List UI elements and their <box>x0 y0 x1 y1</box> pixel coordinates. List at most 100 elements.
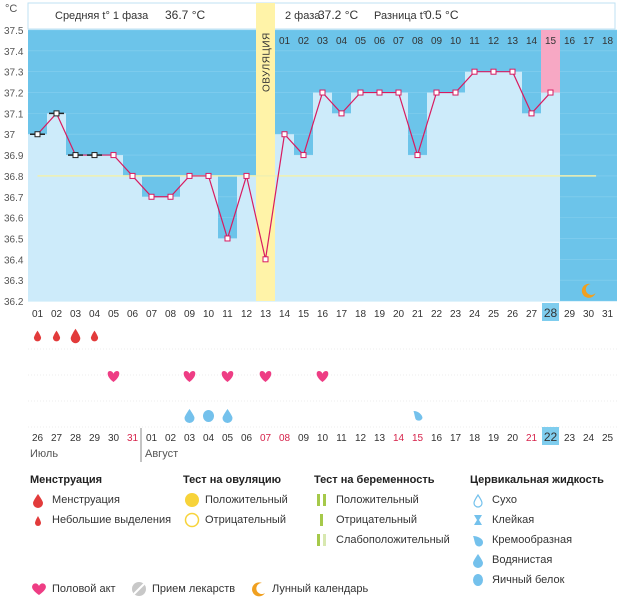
temperature-point <box>129 172 136 179</box>
phase2-value: 37.2 °C <box>318 8 358 22</box>
bbt-chart: °C 37.5 37.4 37.3 37.2 37.1 37 36.9 36.8 36.7 36.… <box>4 2 617 462</box>
calendar-date-label: 31 <box>127 433 139 444</box>
legend-pregnancy-weak: Слабоположительный <box>314 530 450 550</box>
temperature-point <box>148 193 155 200</box>
calendar-date-label: 22 <box>544 430 558 444</box>
temperature-bar <box>294 155 313 301</box>
calendar-date-label: 19 <box>488 433 500 444</box>
temperature-bar <box>275 134 294 301</box>
calendar-date-label: 20 <box>507 433 519 444</box>
y-tick-label: 37 <box>4 130 16 141</box>
y-tick-label: 37.5 <box>4 26 24 37</box>
y-axis-ticks: 37.5 37.4 37.3 37.2 37.1 37 36.9 36.8 36.7 36.6 36… <box>4 26 24 308</box>
temperature-point <box>91 152 98 159</box>
cycle-day-label: 25 <box>488 309 500 320</box>
legend: Менструация Менструация Небольшие выделе… <box>0 470 626 597</box>
cycle-day-label: 10 <box>203 309 215 320</box>
y-tick-label: 37.3 <box>4 68 24 79</box>
phase2-day-label: 11 <box>469 36 480 47</box>
temperature-bar <box>370 92 389 302</box>
phase2-day-label: 06 <box>374 36 386 47</box>
calendar-date-label: 26 <box>32 433 44 444</box>
legend-pregnancy-test: Тест на беременность Положительный Отриц… <box>314 470 450 550</box>
legend-spotting-label: Небольшие выделения <box>52 514 172 526</box>
legend-pregnancy-negative-label: Отрицательный <box>336 514 417 526</box>
legend-fluid-sticky-label: Клейкая <box>492 514 535 526</box>
temperature-bar <box>484 71 503 301</box>
cycle-day-label: 02 <box>51 309 63 320</box>
temperature-bar <box>218 238 237 301</box>
y-tick-label: 36.4 <box>4 255 24 266</box>
phase1-label: Средняя t° 1 фаза <box>55 10 149 22</box>
temperature-point <box>34 131 41 138</box>
calendar-date-label: 13 <box>374 433 386 444</box>
moon-icon <box>250 581 272 597</box>
menstruation-drop-icon <box>33 330 42 342</box>
heart-icon <box>183 371 196 382</box>
temperature-point <box>414 152 421 159</box>
legend-fluid-sticky: Клейкая <box>470 510 604 530</box>
temperature-bar <box>47 113 66 301</box>
temperature-bar <box>180 175 199 301</box>
temperature-point <box>471 68 478 75</box>
calendar-date-row: 26 27 28 29 30 31 01 02 03 04 05 06 07 08 09 10 11 12 13 14… <box>32 427 613 445</box>
phase1-value: 36.7 °C <box>165 8 205 22</box>
y-tick-label: 37.1 <box>4 109 24 120</box>
menstruation-drop-icon <box>52 330 61 342</box>
temperature-bar <box>427 92 446 302</box>
heart-icon <box>316 371 329 382</box>
temperature-point <box>528 110 535 117</box>
calendar-date-label: 06 <box>241 433 253 444</box>
calendar-date-label: 07 <box>260 433 272 444</box>
temperature-bar <box>237 175 256 301</box>
cycle-day-label: 27 <box>526 309 538 320</box>
eggwhite-icon <box>470 572 492 588</box>
calendar-date-label: 24 <box>583 433 595 444</box>
temperature-bar <box>28 134 47 301</box>
temperature-bar <box>465 71 484 301</box>
phase2-day-label: 04 <box>336 36 348 47</box>
y-axis-unit: °C <box>5 3 17 15</box>
legend-fluid-eggwhite: Яичный белок <box>470 570 604 590</box>
calendar-date-label: 17 <box>450 433 462 444</box>
phase2-day-label: 13 <box>507 36 519 47</box>
calendar-date-label: 29 <box>89 433 101 444</box>
phase2-day-label: 07 <box>393 36 405 47</box>
legend-fluid-dry: Сухо <box>470 490 604 510</box>
cycle-day-label: 11 <box>222 309 233 320</box>
cycle-day-label: 24 <box>469 309 481 320</box>
legend-pregnancy-positive: Положительный <box>314 490 450 510</box>
cycle-day-label: 19 <box>374 309 386 320</box>
day-highlight <box>542 303 559 321</box>
temperature-point <box>509 68 516 75</box>
calendar-date-label: 30 <box>108 433 120 444</box>
calendar-date-label: 10 <box>317 433 329 444</box>
legend-fluid-eggwhite-label: Яичный белок <box>492 574 565 586</box>
y-tick-label: 36.6 <box>4 214 24 225</box>
chart-header <box>27 2 616 30</box>
temperature-bar <box>199 175 218 301</box>
temperature-bar <box>104 155 123 301</box>
temperature-point <box>300 152 307 159</box>
plot-area: ОВУЛЯЦИЯ 01 02 03 04 05 06 07 08 09 10 11 12 13 14 15 16… <box>28 3 617 302</box>
temperature-bar <box>161 196 180 301</box>
temperature-point <box>110 152 117 159</box>
phase2-day-label: 12 <box>488 36 500 47</box>
legend-menstruation-title: Менструация <box>30 474 103 486</box>
sun-outline-icon <box>183 512 205 528</box>
cycle-day-label: 08 <box>165 309 177 320</box>
temperature-point <box>547 89 554 96</box>
temperature-point <box>167 193 174 200</box>
double-bar-icon <box>314 492 336 508</box>
legend-fluid-dry-label: Сухо <box>492 494 517 506</box>
legend-fluid-creamy-label: Кремообразная <box>492 534 573 546</box>
phase2-day-label: 05 <box>355 36 367 47</box>
legend-medication-label: Прием лекарств <box>152 583 236 595</box>
calendar-date-label: 01 <box>146 433 158 444</box>
watery-drop-icon <box>470 552 492 568</box>
highlight-bar <box>541 30 560 93</box>
month-august: Август <box>145 448 178 460</box>
cycle-day-label: 22 <box>431 309 443 320</box>
cycle-day-label: 20 <box>393 309 405 320</box>
cycle-day-label: 23 <box>450 309 462 320</box>
